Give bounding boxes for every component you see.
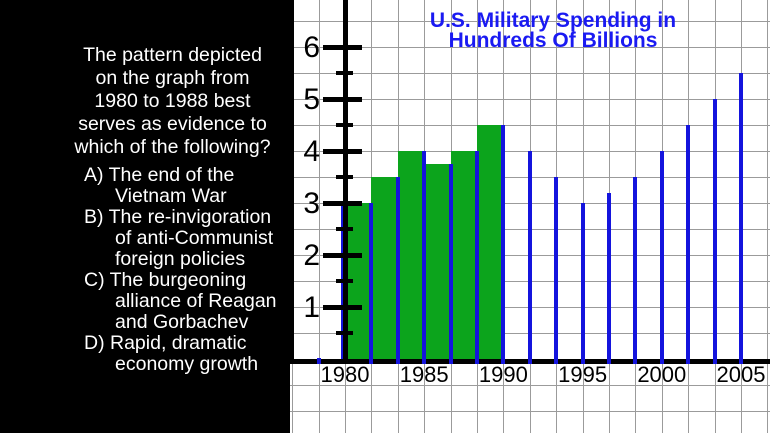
option-line: Vietnam War — [115, 185, 227, 207]
option-item-A[interactable]: A) The end of the Vietnam War — [84, 165, 284, 207]
y-axis-label: 3 — [303, 187, 320, 220]
x-axis-label: 1980 — [320, 362, 370, 387]
option-line: alliance of Reagan — [115, 290, 277, 312]
spike-bar — [659, 151, 664, 364]
chart-title: U.S. Military Spending in Hundreds Of Bi… — [393, 9, 713, 52]
spike-bar — [422, 151, 427, 364]
y-axis-label: 5 — [303, 83, 320, 116]
chart-title-line: Hundreds Of Billions — [448, 29, 658, 52]
spike-bar — [527, 151, 532, 364]
plot-left-border — [290, 0, 294, 361]
option-line: D) Rapid, dramatic — [84, 332, 247, 354]
spike-bar — [501, 125, 506, 364]
spike-bar — [369, 203, 374, 364]
x-axis-label: 2005 — [716, 362, 766, 387]
option-line: and Gorbachev — [115, 311, 249, 333]
spending-bar — [397, 151, 425, 361]
y-axis-major-tick — [323, 44, 362, 50]
option-item-C[interactable]: C) The burgeoning alliance of Reagan and G… — [84, 270, 284, 333]
x-axis-label: 1985 — [399, 362, 449, 387]
gridline-h — [290, 125, 770, 126]
x-axis-label: 2000 — [637, 362, 687, 387]
gridline-v — [318, 0, 320, 433]
y-axis-minor-tick — [336, 123, 353, 127]
y-axis-major-tick — [323, 252, 362, 258]
question-line: serves as evidence to — [78, 113, 267, 135]
option-line: C) The burgeoning — [84, 269, 247, 291]
spike-bar — [580, 203, 585, 364]
spike-bar — [633, 177, 638, 364]
gridline-h — [290, 385, 770, 386]
question-line: The pattern depicted — [83, 44, 262, 66]
y-axis-minor-tick — [336, 227, 353, 231]
question-line: 1980 to 1988 best — [94, 90, 251, 112]
gridline-h — [290, 73, 770, 74]
option-line: foreign policies — [115, 248, 246, 270]
spike-bar — [448, 164, 453, 364]
spending-bar — [424, 164, 451, 361]
y-axis-label: 6 — [303, 31, 320, 64]
chart-title-line: U.S. Military Spending in — [429, 9, 677, 32]
y-axis-major-tick — [323, 200, 362, 206]
spike-bar — [712, 99, 717, 364]
origin-dot-marker — [316, 358, 321, 364]
y-axis-minor-tick — [336, 71, 353, 75]
spending-bar — [371, 177, 398, 361]
option-line: of anti-Communist — [115, 227, 274, 249]
answer-options: A) The end of the Vietnam War B) The re-in… — [84, 165, 284, 375]
gridline-h — [290, 47, 770, 48]
gridline-h — [290, 411, 770, 412]
gridline-h — [290, 21, 770, 22]
y-axis-label: 1 — [303, 291, 320, 324]
y-axis-minor-tick — [336, 331, 353, 335]
spike-bar — [554, 177, 559, 364]
spending-bar — [450, 151, 477, 361]
y-axis-minor-tick — [336, 175, 353, 179]
option-item-D[interactable]: D) Rapid, dramatic economy growth — [84, 333, 284, 375]
question-line: which of the following? — [74, 136, 271, 158]
spike-bar — [739, 73, 743, 364]
option-line: economy growth — [115, 353, 259, 375]
question-line: on the graph from — [95, 67, 250, 89]
option-item-B[interactable]: B) The re-invigoration of anti-Communist f… — [84, 207, 284, 270]
question-text: The pattern depicted on the graph from 1… — [40, 44, 305, 159]
y-axis-label: 2 — [303, 239, 320, 272]
y-axis-major-tick — [323, 304, 362, 310]
x-axis-label: 1990 — [478, 362, 528, 387]
spike-bar — [686, 125, 691, 364]
option-line: A) The end of the — [84, 164, 235, 186]
option-line: B) The re-invigoration — [84, 206, 272, 228]
gridline-h — [290, 99, 770, 100]
spike-bar — [607, 192, 611, 364]
spending-bar — [477, 125, 504, 361]
spike-bar — [475, 151, 479, 364]
y-axis-label: 4 — [303, 135, 320, 168]
spike-bar — [395, 177, 400, 364]
gridline-v — [767, 0, 769, 433]
y-axis-minor-tick — [336, 279, 353, 283]
y-axis-major-tick — [323, 96, 362, 102]
y-axis-line — [342, 0, 348, 364]
question-panel: The pattern depicted on the graph from 1… — [0, 0, 290, 433]
spending-chart: U.S. Military Spending in Hundreds Of Bi… — [290, 0, 770, 433]
y-axis-major-tick — [323, 148, 362, 154]
x-axis-label: 1995 — [558, 362, 608, 387]
